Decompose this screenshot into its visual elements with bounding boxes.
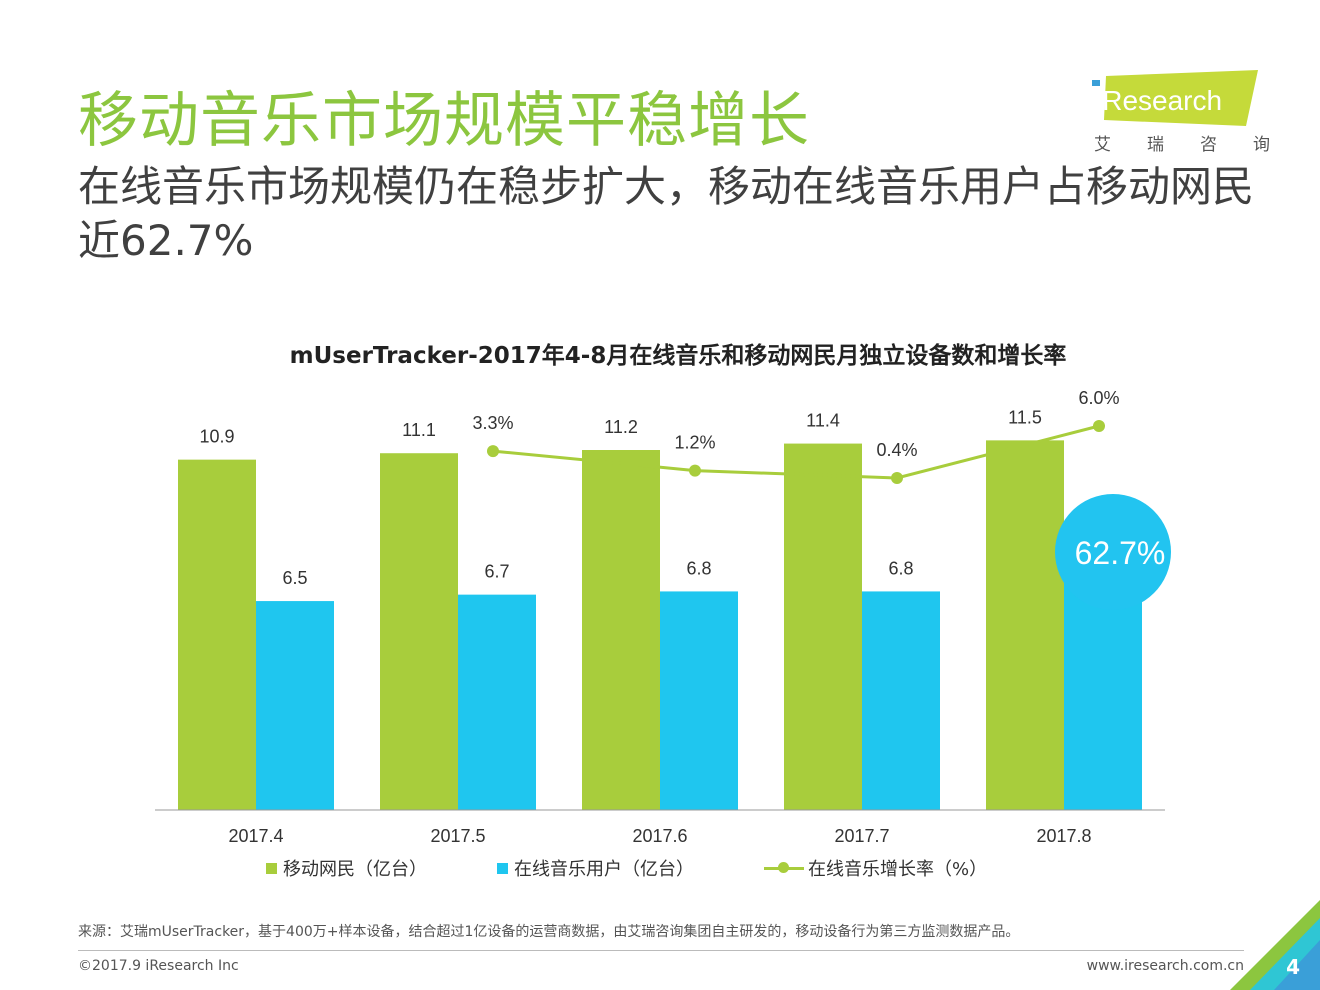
bar-label-mobile-users: 10.9 [199,427,234,447]
bar-label-music-users: 6.7 [484,562,509,582]
logo-brand-cn: 艾瑞咨询 [1094,135,1306,155]
highlight-bubble [1055,494,1171,610]
chart-legend: 移动网民（亿台） 在线音乐用户（亿台） 在线音乐增长率（%） [266,856,1057,880]
legend-label: 在线音乐增长率（%） [808,859,988,880]
growth-rate-label: 6.0% [1078,388,1119,408]
highlight-value: 62.7% [1075,535,1166,571]
legend-swatch-blue [497,862,508,874]
growth-rate-point [487,445,499,458]
bar-music-users [862,591,940,810]
bar-label-mobile-users: 11.4 [806,411,840,431]
growth-rate-label: 0.4% [876,440,917,460]
chart-title: mUserTracker-2017年4-8月在线音乐和移动网民月独立设备数和增长… [289,343,1067,369]
legend-item-music-users: 在线音乐用户（亿台） [497,855,694,881]
x-tick-label: 2017.7 [834,826,889,846]
source-note: 来源：艾瑞mUserTracker，基于400万+样本设备，结合超过1亿设备的运… [78,924,1020,940]
bar-label-music-users: 6.8 [888,558,913,578]
legend-label: 移动网民（亿台） [283,859,427,880]
legend-swatch-green [266,862,277,874]
growth-rate-point [891,472,903,484]
legend-item-mobile-users: 移动网民（亿台） [266,855,427,881]
growth-rate-point [1093,420,1105,432]
page-subtitle: 在线音乐市场规模仍在稳步扩大，移动在线音乐用户占移动网民近62.7% [78,162,1255,265]
labels-layer: 10.9 6.5 2017.4 11.1 6.7 2017.5 11.2 6.8 2017.6 1… [199,388,1119,846]
bar-music-users [458,594,536,810]
bar-mobile-users [178,459,256,810]
footer-divider [78,950,1244,951]
growth-rate-line [492,424,1100,480]
x-tick-label: 2017.8 [1036,826,1091,846]
bar-mobile-users [986,440,1064,810]
bar-music-users [1064,578,1142,810]
growth-rate-label: 1.2% [674,433,715,453]
bar-label-mobile-users: 11.1 [402,420,436,440]
legend-item-growth-rate: 在线音乐增长率（%） [764,855,987,881]
iresearch-logo: iResearch [1092,70,1258,126]
bar-label-mobile-users: 11.5 [1008,407,1042,427]
x-tick-label: 2017.4 [228,826,283,846]
x-tick-label: 2017.5 [430,826,485,846]
logo-bar [1092,80,1100,86]
legend-label: 在线音乐用户（亿台） [514,859,694,880]
growth-rate-label: 3.3% [472,413,513,433]
copyright: ©2017.9 iResearch Inc [78,958,239,974]
bar-label-music-users: 6.5 [282,568,307,588]
bar-label-mobile-users: 11.2 [604,417,638,437]
corner-decoration [1230,900,1320,990]
logo-banner [1104,70,1258,126]
line-layer [487,420,1105,484]
page-title: 移动音乐市场规模平稳增长 [78,86,810,156]
x-tick-label: 2017.6 [632,826,687,846]
highlight-layer: 62.7% [1055,494,1171,610]
bar-label-music-users: 6.8 [686,558,711,578]
website-url: www.iresearch.com.cn [1086,958,1244,974]
bar-music-users [256,601,334,810]
logo-brand-text: iResearch [1096,85,1222,116]
bar-mobile-users [380,453,458,810]
bar-mobile-users [582,450,660,810]
page-number: 4 [1286,955,1300,979]
legend-line-swatch [764,862,804,874]
bar-mobile-users [784,443,862,810]
bar-music-users [660,591,738,810]
growth-rate-point [689,464,701,477]
bars-layer [178,440,1142,810]
